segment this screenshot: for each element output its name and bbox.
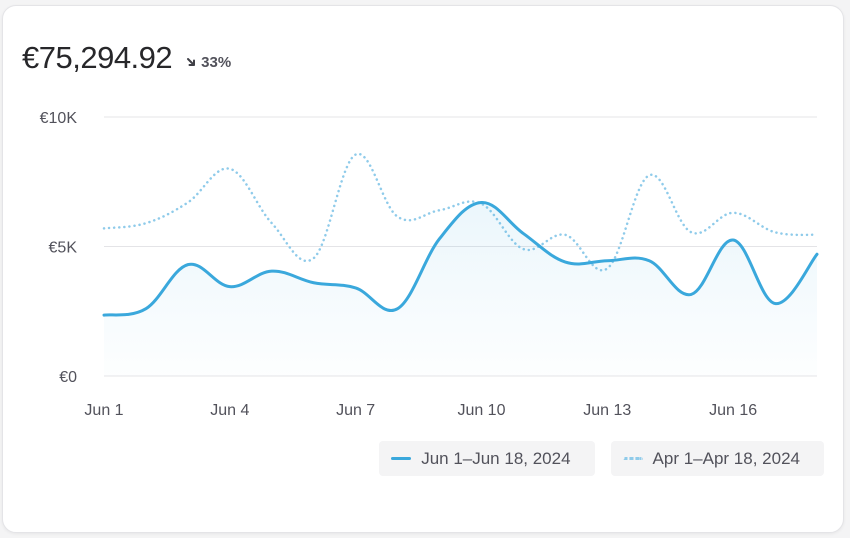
solid-line-swatch (391, 457, 412, 460)
legend-label-current: Jun 1–Jun 18, 2024 (421, 448, 571, 468)
y-tick-label: €10K (40, 110, 78, 127)
arrow-down-right-icon (187, 58, 196, 66)
x-tick-label: Jun 13 (583, 402, 631, 419)
summary-header: €75,294.92 33% (22, 40, 231, 76)
series-line-previous (102, 152, 819, 272)
change-percent: 33% (201, 54, 232, 71)
series-area-current (104, 202, 817, 376)
x-tick-label: Jun 7 (336, 402, 375, 419)
legend-item-current[interactable]: Jun 1–Jun 18, 2024 (379, 441, 595, 476)
legend-label-previous: Apr 1–Apr 18, 2024 (652, 448, 800, 468)
total-value: €75,294.92 (22, 40, 173, 75)
dotted-line-swatch (622, 457, 643, 460)
x-tick-label: Jun 1 (84, 402, 123, 419)
x-tick-label: Jun 4 (210, 402, 249, 419)
x-tick-label: Jun 16 (709, 402, 757, 419)
revenue-line-chart: €0 €5K €10K Jun 1 Jun 4 Jun 7 Jun 10 Jun 13 Jun … (40, 110, 819, 419)
legend-item-previous[interactable]: Apr 1–Apr 18, 2024 (610, 441, 824, 476)
y-tick-label: €5K (49, 240, 78, 257)
chart-legend: Jun 1–Jun 18, 2024 Apr 1–Apr 18, 2024 (379, 441, 824, 476)
y-tick-label: €0 (59, 369, 77, 386)
change-badge: 33% (186, 54, 231, 71)
series-line-current (102, 200, 819, 317)
x-tick-label: Jun 10 (457, 402, 505, 419)
